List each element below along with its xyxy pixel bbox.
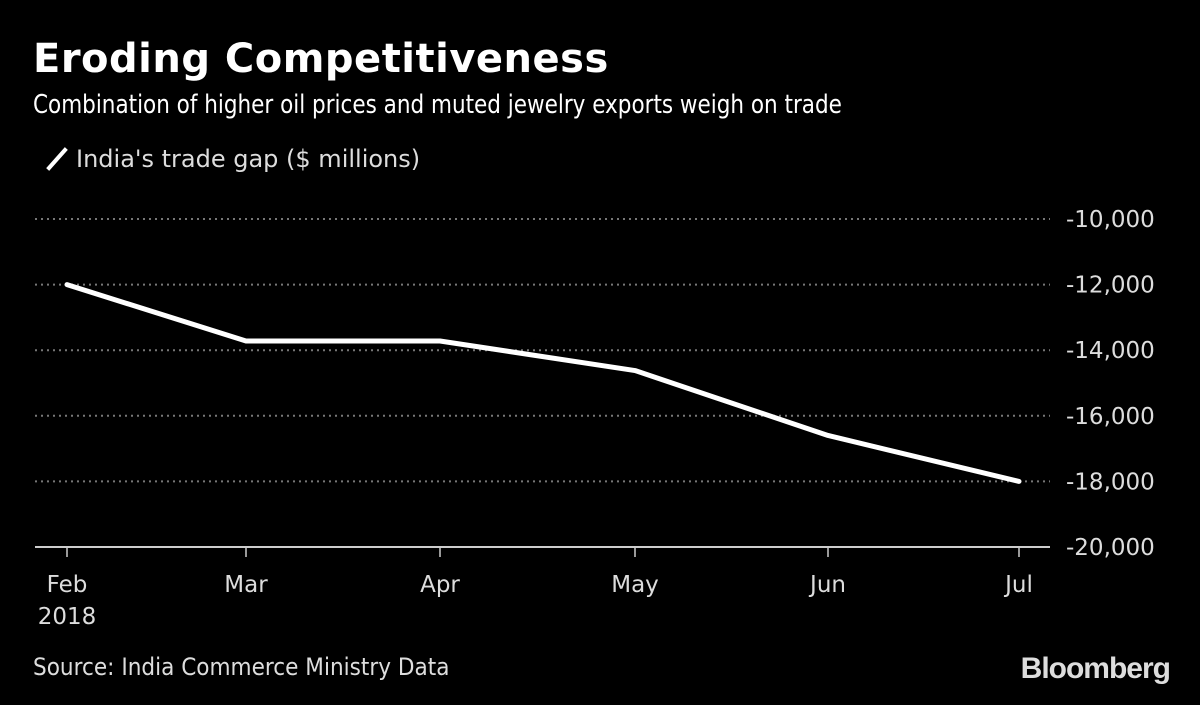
series-group — [64, 282, 1022, 484]
y-tick-label: -12,000 — [1066, 273, 1155, 299]
legend-label: India's trade gap ($ millions) — [76, 145, 421, 173]
y-tick-label: -10,000 — [1066, 207, 1155, 233]
series-line — [64, 282, 1022, 484]
bloomberg-logo: Bloomberg — [1020, 652, 1171, 685]
x-axis — [35, 546, 1050, 557]
y-tick-label: -14,000 — [1066, 338, 1155, 364]
legend-line-icon — [46, 147, 68, 171]
y-tick-label: -18,000 — [1066, 469, 1155, 495]
y-axis-labels: -10,000 -12,000 -14,000 -16,000 -18,000 -20,0… — [1066, 207, 1155, 561]
gridlines — [35, 218, 1050, 483]
x-tick-label: Feb — [47, 572, 88, 598]
x-tick-label: Jul — [1003, 572, 1033, 598]
legend: India's trade gap ($ millions) — [46, 145, 420, 173]
x-tick-label: Jun — [808, 572, 846, 598]
x-tick-label: May — [611, 572, 659, 598]
x-axis-labels: Feb 2018 Mar Apr May Jun Jul — [38, 572, 1033, 630]
x-tick-label: Mar — [224, 572, 268, 598]
x-tick-sublabel: 2018 — [38, 604, 97, 630]
source-note: Source: India Commerce Ministry Data — [33, 653, 450, 681]
chart-subtitle: Combination of higher oil prices and mut… — [33, 90, 842, 120]
x-tick-label: Apr — [420, 572, 460, 598]
y-tick-label: -20,000 — [1066, 535, 1155, 561]
y-tick-label: -16,000 — [1066, 404, 1155, 430]
chart-title: Eroding Competitiveness — [33, 36, 609, 82]
